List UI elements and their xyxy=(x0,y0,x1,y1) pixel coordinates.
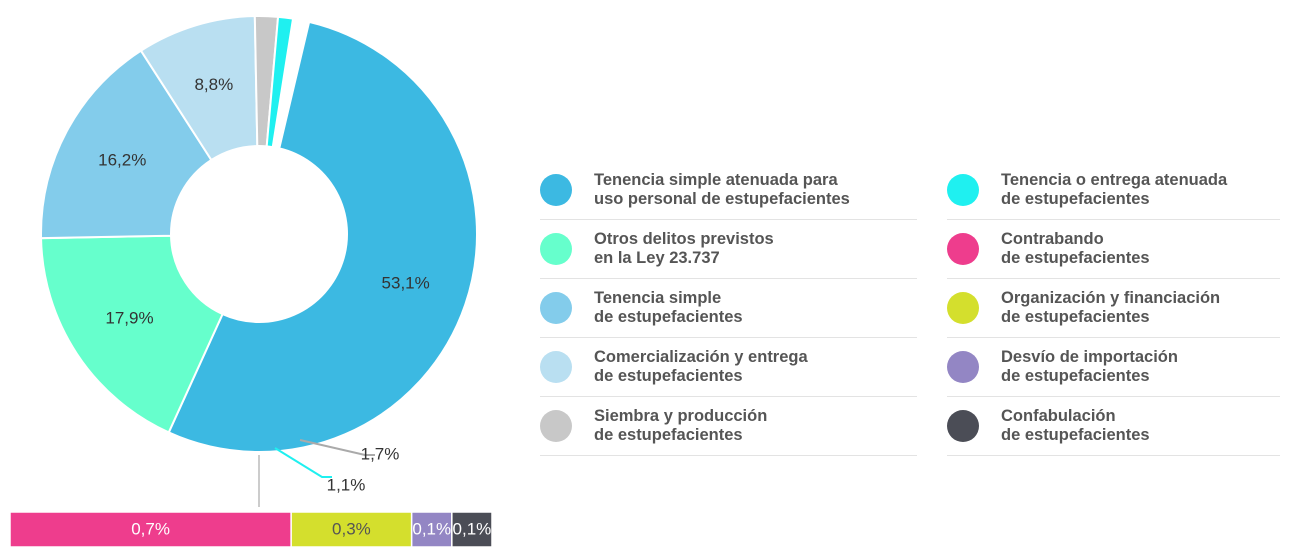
legend-label: Otros delitos previstos en la Ley 23.737 xyxy=(594,230,774,267)
legend-swatch xyxy=(540,233,572,265)
legend-label: Contrabando de estupefacientes xyxy=(1001,230,1150,267)
legend-label: Desvío de importación de estupefacientes xyxy=(1001,348,1178,385)
legend-label: Tenencia simple de estupefacientes xyxy=(594,289,743,326)
legend-label: Organización y financiación de estupefac… xyxy=(1001,289,1221,326)
slice-label: 17,9% xyxy=(105,309,153,328)
bar-label: 0,1% xyxy=(412,519,451,538)
legend-swatch xyxy=(947,233,979,265)
leader-line xyxy=(274,447,332,478)
donut-slice xyxy=(167,20,478,453)
legend-swatch xyxy=(540,174,572,206)
legend-item: Otros delitos previstos en la Ley 23.737 xyxy=(540,220,917,279)
slice-label: 16,2% xyxy=(98,151,146,170)
legend-label: Comercialización y entrega de estupefaci… xyxy=(594,348,808,385)
legend-label: Confabulación de estupefacientes xyxy=(1001,407,1150,444)
bar-label: 0,3% xyxy=(332,519,371,538)
bar-label: 0,1% xyxy=(453,519,492,538)
legend-item: Siembra y producción de estupefacientes xyxy=(540,397,917,456)
slice-label: 8,8% xyxy=(194,75,233,94)
legend-label: Tenencia o entrega atenuada de estupefac… xyxy=(1001,171,1228,208)
legend-swatch xyxy=(540,292,572,324)
legend-label: Siembra y producción de estupefacientes xyxy=(594,407,768,444)
legend-item: Tenencia simple de estupefacientes xyxy=(540,279,917,338)
legend-swatch xyxy=(947,410,979,442)
slice-label: 1,1% xyxy=(327,475,366,494)
donut-slice xyxy=(265,15,295,149)
legend-swatch xyxy=(947,292,979,324)
breakout-bar xyxy=(9,511,292,547)
slice-label: 1,7% xyxy=(361,444,400,463)
donut-slice xyxy=(40,49,213,240)
legend-swatch xyxy=(540,410,572,442)
legend-item: Tenencia o entrega atenuada de estupefac… xyxy=(947,161,1280,220)
legend-item: Organización y financiación de estupefac… xyxy=(947,279,1280,338)
donut-slice xyxy=(40,234,224,434)
legend-item: Tenencia simple atenuada para uso person… xyxy=(540,161,917,220)
legend-item: Contrabando de estupefacientes xyxy=(947,220,1280,279)
bar-label: 0,7% xyxy=(131,519,170,538)
legend-swatch xyxy=(947,351,979,383)
breakout-bar xyxy=(290,511,413,547)
legend-item: Desvío de importación de estupefacientes xyxy=(947,338,1280,397)
slice-label: 53,1% xyxy=(382,274,430,293)
leader-line xyxy=(299,439,375,456)
legend-label: Tenencia simple atenuada para uso person… xyxy=(594,171,850,208)
legend-item: Comercialización y entrega de estupefaci… xyxy=(540,338,917,397)
legend-swatch xyxy=(947,174,979,206)
legend-item: Confabulación de estupefacientes xyxy=(947,397,1280,456)
breakout-bar xyxy=(451,511,493,547)
legend-swatch xyxy=(540,351,572,383)
